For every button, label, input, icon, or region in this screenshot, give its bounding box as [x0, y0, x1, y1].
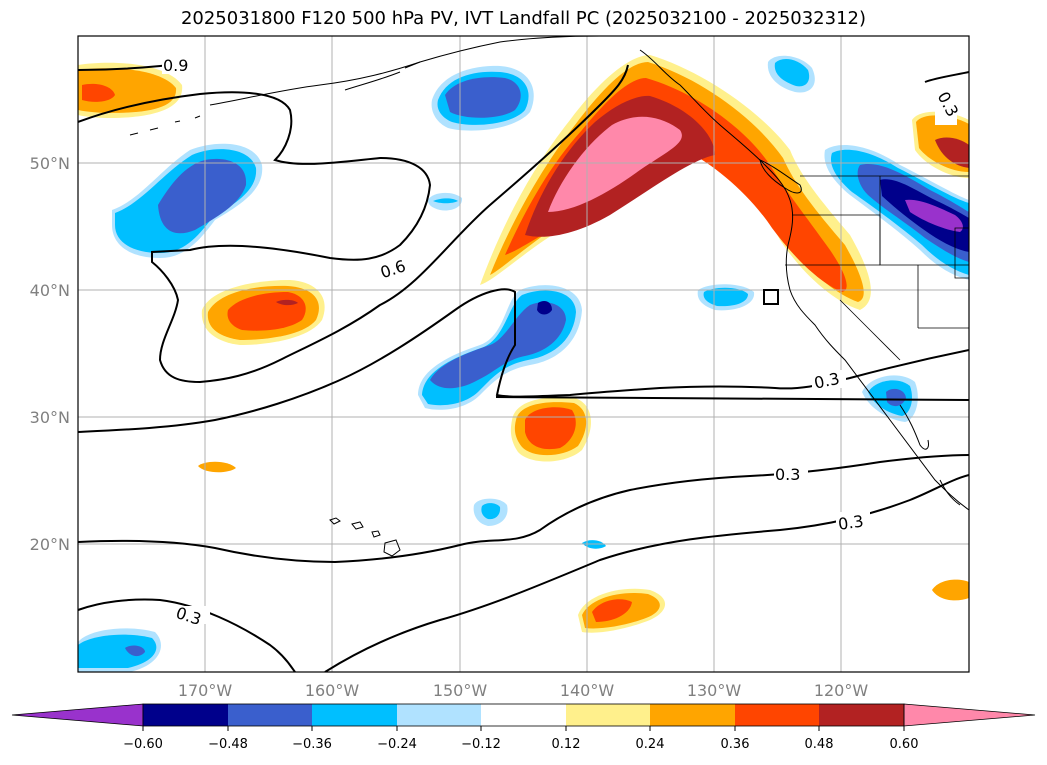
lat-label-50n: 50°N [30, 154, 70, 173]
colorbar-tick-label: 0.48 [805, 737, 834, 752]
lon-label-130w: 130°W [687, 681, 742, 700]
colorbar-bin [312, 704, 397, 726]
colorbar-tick-label: −0.12 [461, 737, 501, 752]
state-borders [785, 175, 969, 361]
colorbar-tick-label: −0.60 [123, 737, 163, 752]
lon-label-160w: 160°W [305, 681, 360, 700]
lat-label-20n: 20°N [30, 535, 70, 554]
longitude-labels: 170°W 160°W 150°W 140°W 130°W 120°W [178, 681, 869, 700]
graticule [78, 36, 969, 672]
colorbar-tick-label: 0.36 [721, 737, 750, 752]
colorbar-tick-label: 0.12 [552, 737, 581, 752]
lat-label-40n: 40°N [30, 281, 70, 300]
latitude-labels: 50°N 40°N 30°N 20°N [30, 154, 70, 554]
colorbar: −0.60 −0.48 −0.36 −0.24 −0.12 0.12 0.24 … [11, 703, 1036, 752]
colorbar-extend-low [11, 703, 144, 727]
map-title: 2025031800 F120 500 hPa PV, IVT Landfall… [180, 8, 867, 29]
contour-label: 0.3 [775, 465, 800, 484]
colorbar-tick-label: −0.24 [377, 737, 417, 752]
coastlines [129, 36, 969, 557]
colorbar-bin [819, 704, 904, 726]
contour-label: 0.3 [812, 369, 841, 393]
colorbar-tick-label: 0.24 [636, 737, 665, 752]
pv-contours [78, 61, 969, 672]
colorbar-bin [650, 704, 735, 726]
colorbar-tick-label: −0.48 [208, 737, 248, 752]
map-frame [77, 35, 970, 673]
lon-label-140w: 140°W [560, 681, 615, 700]
colorbar-bin [228, 704, 312, 726]
colorbar-tick-label: 0.60 [890, 737, 919, 752]
colorbar-extend-high [903, 703, 1036, 727]
colorbar-tick-label: −0.36 [292, 737, 332, 752]
lat-label-30n: 30°N [30, 408, 70, 427]
colorbar-bin [481, 704, 566, 726]
colorbar-bin [566, 704, 650, 726]
colorbar-bin [397, 704, 481, 726]
lon-label-120w: 120°W [814, 681, 869, 700]
lon-label-170w: 170°W [178, 681, 233, 700]
contour-label: 0.9 [163, 56, 188, 75]
contour-label: 0.3 [837, 511, 865, 533]
colorbar-bin [143, 704, 228, 726]
lon-label-150w: 150°W [433, 681, 488, 700]
colorbar-bin [735, 704, 819, 726]
